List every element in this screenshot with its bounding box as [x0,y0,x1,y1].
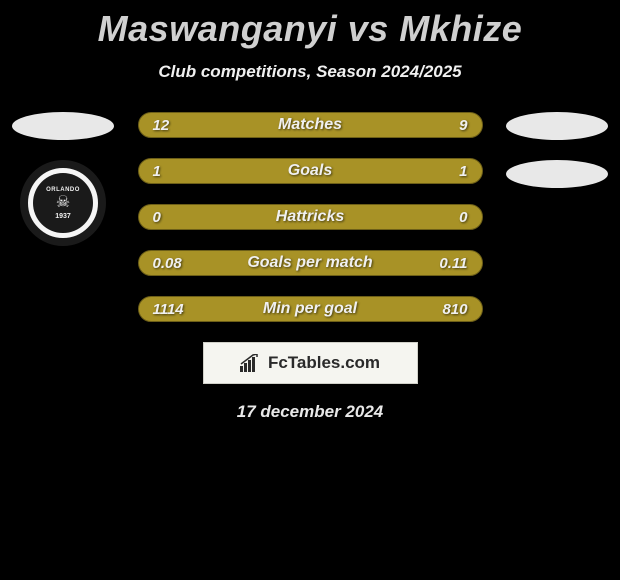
club-name-top: ORLANDO [46,187,80,193]
source-name: FcTables.com [268,353,380,373]
stats-table: 12 Matches 9 1 Goals 1 0 Hattricks 0 0.0… [138,112,483,322]
right-player-badges [502,112,612,208]
stat-row: 0.08 Goals per match 0.11 [138,250,483,276]
stat-label: Matches [278,116,342,134]
stat-left-value: 12 [153,117,170,134]
right-country-flag [506,112,608,140]
left-club-badge: ORLANDO ☠ 1937 [20,160,106,246]
stat-label: Min per goal [263,300,357,318]
stat-left-value: 1 [153,163,161,180]
season-subtitle: Club competitions, Season 2024/2025 [0,62,620,82]
stat-right-value: 810 [442,301,467,318]
stat-right-value: 9 [459,117,467,134]
stat-row: 0 Hattricks 0 [138,204,483,230]
stat-left-value: 0 [153,209,161,226]
stat-right-value: 1 [459,163,467,180]
stat-label: Hattricks [276,208,344,226]
comparison-title: Maswanganyi vs Mkhize [0,0,620,50]
comparison-content: ORLANDO ☠ 1937 12 Matches 9 1 Goals 1 0 … [0,112,620,422]
stat-row: 1 Goals 1 [138,158,483,184]
stat-label: Goals per match [247,254,372,272]
left-player-badges: ORLANDO ☠ 1937 [8,112,118,246]
club-year: 1937 [55,213,71,220]
snapshot-date: 17 december 2024 [0,402,620,422]
stat-label: Goals [288,162,332,180]
right-club-placeholder [506,160,608,188]
stat-left-value: 1114 [153,301,184,318]
stat-right-value: 0 [459,209,467,226]
bar-chart-icon [240,354,262,372]
stat-row: 12 Matches 9 [138,112,483,138]
stat-right-value: 0.11 [439,255,467,272]
club-badge-inner: ORLANDO ☠ 1937 [33,173,93,233]
skull-crossbones-icon: ☠ [56,195,70,211]
left-country-flag [12,112,114,140]
stat-left-value: 0.08 [153,255,182,272]
source-badge: FcTables.com [203,342,418,384]
stat-row: 1114 Min per goal 810 [138,296,483,322]
